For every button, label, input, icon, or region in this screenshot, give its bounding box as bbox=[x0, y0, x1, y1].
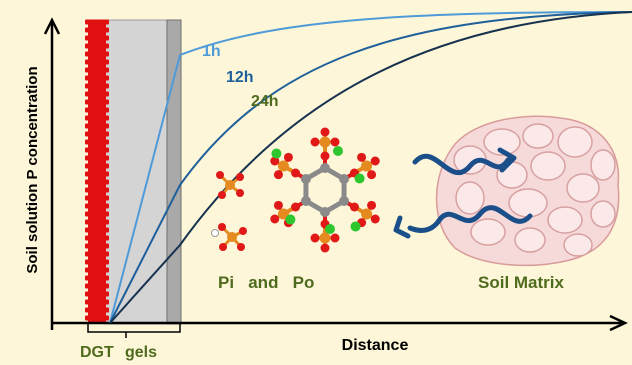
phosphate-molecule-icon bbox=[216, 171, 244, 199]
soil-aggregate-icon bbox=[435, 115, 620, 267]
curve-label-1h: 1h bbox=[202, 43, 221, 60]
curve-1h bbox=[109, 11, 632, 324]
dgt-gels-bracket bbox=[87, 324, 181, 338]
gels-label: gels bbox=[125, 344, 157, 361]
exchange-arrows-icon bbox=[393, 147, 533, 239]
x-axis-label: Distance bbox=[342, 337, 409, 354]
x-axis bbox=[52, 314, 628, 332]
dgt-label: DGT bbox=[80, 344, 114, 361]
curve-label-24h: 24h bbox=[251, 93, 279, 110]
curve-24h bbox=[109, 11, 632, 324]
phosphate-molecule-icon bbox=[211, 223, 247, 251]
curve-label-12h: 12h bbox=[226, 69, 254, 86]
y-axis-label: Soil solution P concentration bbox=[24, 66, 41, 273]
binding-resin-layer bbox=[85, 19, 109, 324]
diffusive-gel-layer bbox=[104, 19, 168, 325]
phytate-molecule-icon bbox=[270, 127, 380, 253]
curve-12h bbox=[109, 11, 632, 324]
pi-po-label: Pi and Po bbox=[218, 273, 314, 292]
filter-membrane-layer bbox=[166, 19, 182, 325]
soil-matrix-label: Soil Matrix bbox=[478, 273, 565, 292]
y-axis bbox=[43, 17, 61, 330]
